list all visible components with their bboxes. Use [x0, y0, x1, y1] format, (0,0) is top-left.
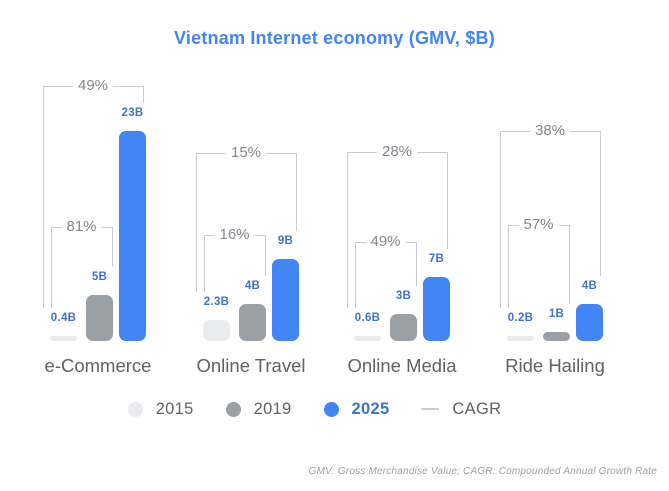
legend-item-2019: 2019: [225, 399, 292, 419]
bar-2015-e-commerce: [50, 336, 77, 341]
value-label-2025-online-media: 7B: [428, 253, 445, 265]
value-label-2015-online-travel: 2.3B: [203, 296, 230, 308]
cagr-2015-2025-online-media-label: 28%: [376, 144, 418, 160]
cagr-2015-2025-online-travel-label: 15%: [225, 145, 267, 161]
cagr-2015-2019-online-media-right-tick: [416, 242, 417, 286]
legend-label-2019: 2019: [253, 399, 292, 418]
cagr-2015-2025-online-travel-left-tick: [196, 153, 197, 292]
value-label-2019-online-media: 3B: [395, 290, 412, 302]
cagr-2015-2019-ride-hailing-label: 57%: [518, 217, 559, 233]
legend-dash-cagr-icon: [421, 408, 440, 410]
cagr-2015-2019-ride-hailing-right-tick: [569, 225, 570, 304]
bar-2015-ride-hailing: [507, 336, 534, 341]
legend-dot-2015-icon: [127, 401, 143, 417]
bar-2025-online-media: [423, 277, 450, 341]
bar-2019-online-travel: [239, 304, 266, 341]
value-label-2019-e-commerce: 5B: [91, 271, 108, 283]
legend-item-cagr: CAGR: [421, 400, 501, 419]
category-label-online-travel: Online Travel: [196, 355, 306, 376]
bar-2025-ride-hailing: [576, 304, 603, 341]
legend: 2015 2019 2025 CAGR: [0, 399, 669, 419]
value-label-2015-ride-hailing: 0.2B: [507, 312, 534, 324]
value-label-2019-ride-hailing: 1B: [548, 308, 565, 320]
cagr-2015-2025-e-commerce-left-tick: [43, 86, 44, 308]
cagr-2015-2019-e-commerce-label: 81%: [61, 219, 102, 235]
cagr-2015-2019-online-travel-left-tick: [204, 235, 205, 292]
value-label-2015-e-commerce: 0.4B: [50, 312, 77, 324]
legend-item-2025: 2025: [323, 399, 390, 419]
bar-2019-online-media: [390, 314, 417, 341]
cagr-2015-2025-ride-hailing-label: 38%: [529, 123, 571, 139]
cagr-2015-2019-ride-hailing-left-tick: [508, 225, 509, 308]
value-label-2025-e-commerce: 23B: [121, 107, 144, 119]
category-label-e-commerce: e-Commerce: [44, 355, 152, 376]
value-label-2025-ride-hailing: 4B: [581, 280, 598, 292]
legend-label-cagr: CAGR: [452, 399, 502, 418]
cagr-2015-2025-ride-hailing-left-tick: [500, 131, 501, 308]
cagr-2015-2025-online-media-right-tick: [447, 152, 448, 249]
value-label-2025-online-travel: 9B: [277, 235, 294, 247]
cagr-2015-2019-online-travel-label: 16%: [214, 227, 255, 243]
bar-2015-online-travel: [203, 320, 230, 341]
cagr-2015-2025-online-travel-right-tick: [296, 153, 297, 231]
legend-dot-2025-icon: [323, 401, 339, 417]
legend-dot-2019-icon: [225, 401, 241, 417]
legend-label-2025: 2025: [351, 399, 390, 418]
bar-2025-e-commerce: [119, 131, 146, 341]
cagr-2015-2019-online-travel-right-tick: [265, 235, 266, 276]
cagr-2015-2025-e-commerce-right-tick: [143, 86, 144, 103]
category-label-ride-hailing: Ride Hailing: [505, 355, 605, 376]
cagr-2015-2019-online-media-label: 49%: [365, 234, 406, 250]
bar-2015-online-media: [354, 336, 381, 341]
cagr-2015-2025-e-commerce-label: 49%: [72, 78, 114, 94]
category-label-online-media: Online Media: [347, 355, 457, 376]
footnote: GMV: Gross Merchandise Value; CAGR: Comp…: [308, 466, 657, 477]
legend-label-2015: 2015: [155, 399, 194, 418]
cagr-2015-2025-ride-hailing-right-tick: [600, 131, 601, 276]
bar-2019-ride-hailing: [543, 332, 570, 341]
cagr-2015-2019-e-commerce-left-tick: [51, 227, 52, 308]
cagr-2015-2019-e-commerce-right-tick: [112, 227, 113, 267]
bar-2025-online-travel: [272, 259, 299, 341]
value-label-2015-online-media: 0.6B: [354, 312, 381, 324]
value-label-2019-online-travel: 4B: [244, 280, 261, 292]
bar-2019-e-commerce: [86, 295, 113, 341]
legend-item-2015: 2015: [127, 399, 194, 419]
chart-title: Vietnam Internet economy (GMV, $B): [174, 28, 495, 48]
cagr-2015-2019-online-media-left-tick: [355, 242, 356, 308]
cagr-2015-2025-online-media-left-tick: [347, 152, 348, 308]
